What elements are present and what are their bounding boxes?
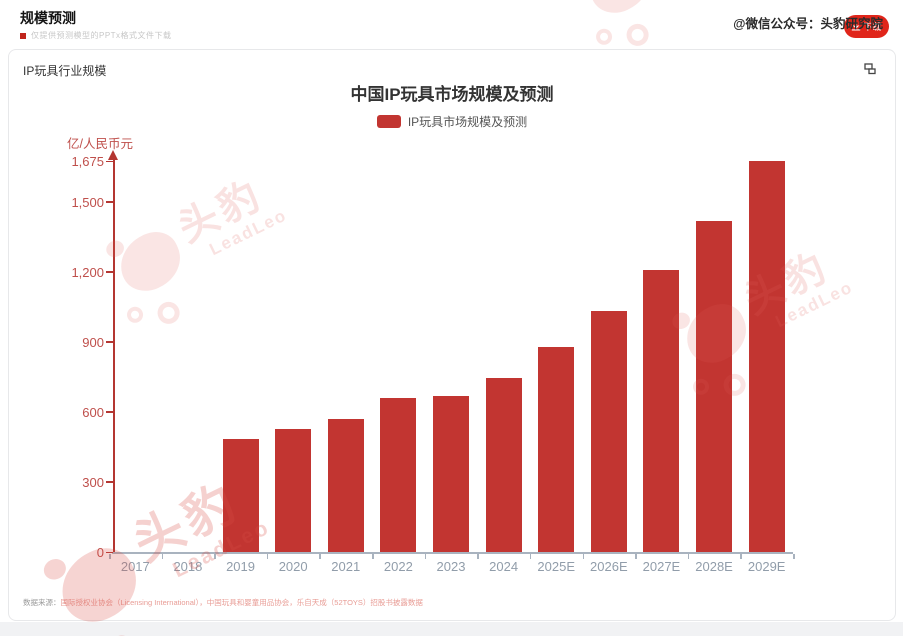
page-subtitle: 仅提供预测模型的PPTx格式文件下载 bbox=[31, 31, 172, 40]
x-axis-tick bbox=[319, 554, 321, 559]
bar-2024[interactable] bbox=[485, 377, 522, 552]
y-tick-label: 900 bbox=[82, 334, 104, 350]
copy-icon[interactable] bbox=[863, 62, 877, 76]
x-axis-tick bbox=[793, 554, 795, 559]
red-bullet-icon bbox=[20, 32, 26, 39]
y-axis-line bbox=[113, 160, 115, 554]
page-header: 规模预测 仅提供预测模型的PPTx格式文件下载 @微信公众号：头豹研究院 下载 bbox=[0, 0, 903, 46]
chart-title: 中国IP玩具市场规模及预测 bbox=[350, 85, 554, 104]
x-axis-tick bbox=[635, 554, 637, 559]
bar-2022[interactable] bbox=[380, 397, 417, 552]
download-button[interactable]: 下载 bbox=[844, 15, 889, 38]
x-axis-tick bbox=[161, 554, 164, 559]
x-tick-label: 2021 bbox=[331, 559, 361, 574]
legend-swatch-icon bbox=[376, 115, 401, 128]
download-button-label: 下载 bbox=[863, 22, 882, 32]
x-tick-label: 2017 bbox=[120, 559, 150, 574]
x-tick-label: 2018 bbox=[173, 559, 203, 574]
y-axis-tick bbox=[106, 341, 113, 343]
x-tick-label: 2024 bbox=[489, 559, 519, 574]
download-icon bbox=[852, 21, 861, 30]
y-axis-tick bbox=[106, 411, 113, 413]
data-source: 数据来源：国际授权业协会（Licensing International），中国… bbox=[23, 597, 423, 608]
y-tick-label: 1,200 bbox=[71, 264, 104, 280]
legend-label: IP玩具市场规模及预测 bbox=[407, 115, 528, 129]
x-tick-label: 2023 bbox=[436, 559, 466, 574]
bar-2027E[interactable] bbox=[643, 269, 680, 552]
bar-chart-plot: 0 300 600 900 1,200 1,500 1,675 2017 2018 2019 202… bbox=[9, 50, 895, 620]
y-axis-unit-label: 亿/人民币元 bbox=[67, 137, 133, 151]
x-tick-label: 2027E bbox=[642, 559, 681, 574]
bar-2028E[interactable] bbox=[696, 220, 733, 552]
page-title: 规模预测 bbox=[20, 10, 76, 26]
bar-2021[interactable] bbox=[327, 419, 364, 552]
x-axis-tick bbox=[424, 554, 427, 559]
x-axis-tick bbox=[582, 554, 585, 559]
wechat-account-label: @微信公众号：头豹研究院 bbox=[733, 17, 883, 31]
x-tick-label: 2029E bbox=[747, 559, 786, 574]
y-axis-tick bbox=[106, 160, 113, 162]
data-source-text: 国际授权业协会（Licensing International），中国玩具和婴童… bbox=[60, 598, 423, 607]
x-axis-tick bbox=[687, 554, 690, 559]
y-tick-label: 1,675 bbox=[71, 154, 104, 169]
y-tick-label: 1,500 bbox=[71, 194, 104, 210]
x-axis-tick bbox=[529, 554, 532, 559]
chart-card: IP玩具行业规模 中国IP玩具市场规模及预测 IP玩具市场规模及预测 亿/人民币… bbox=[8, 49, 896, 636]
data-source-prefix: 数据来源： bbox=[23, 598, 61, 607]
copy-icon-glyph bbox=[864, 63, 876, 75]
page-bottom-strip bbox=[0, 622, 903, 636]
x-tick-label: 2028E bbox=[695, 559, 733, 574]
y-axis-tick bbox=[106, 481, 113, 483]
y-tick-label: 600 bbox=[82, 404, 104, 420]
x-tick-label: 2025E bbox=[537, 559, 576, 574]
x-tick-label: 2026E bbox=[590, 559, 628, 574]
bar-2029E[interactable] bbox=[748, 161, 785, 552]
y-tick-label: 300 bbox=[82, 474, 104, 490]
x-tick-label: 2020 bbox=[278, 559, 308, 574]
x-axis-tick bbox=[109, 554, 111, 559]
x-tick-label: 2022 bbox=[383, 559, 413, 574]
x-axis-tick bbox=[214, 554, 216, 559]
card-title: IP玩具行业规模 bbox=[23, 64, 107, 78]
bar-2023[interactable] bbox=[433, 395, 469, 552]
chart-legend[interactable]: IP玩具市场规模及预测 bbox=[9, 113, 895, 130]
bar-2025E[interactable] bbox=[538, 346, 575, 552]
bar-2026E[interactable] bbox=[590, 310, 627, 552]
x-tick-label: 2019 bbox=[226, 559, 255, 574]
y-tick-label: 0 bbox=[96, 545, 104, 560]
x-axis-line bbox=[112, 552, 793, 554]
x-axis-tick bbox=[477, 554, 479, 559]
y-axis-tick bbox=[106, 201, 113, 203]
bar-2019[interactable] bbox=[222, 439, 259, 552]
x-axis-tick bbox=[740, 554, 742, 559]
page-subtitle-row: 仅提供预测模型的PPTx格式文件下载 bbox=[20, 30, 172, 41]
y-axis-arrow-icon bbox=[108, 150, 118, 160]
x-axis-tick bbox=[372, 554, 374, 559]
y-axis-tick bbox=[106, 271, 113, 273]
x-axis-tick bbox=[266, 554, 269, 559]
y-axis-tick bbox=[106, 551, 113, 553]
bar-2020[interactable] bbox=[275, 429, 312, 552]
